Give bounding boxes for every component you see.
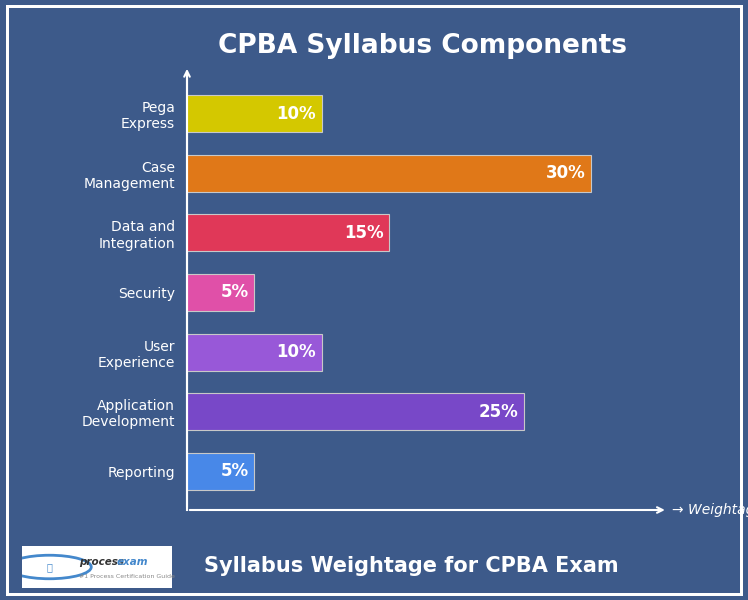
Text: Syllabus Weightage for CPBA Exam: Syllabus Weightage for CPBA Exam — [204, 556, 619, 576]
Text: → Weightage: → Weightage — [672, 503, 748, 517]
Text: #1 Process Certification Guide: #1 Process Certification Guide — [79, 574, 175, 579]
Bar — [187, 393, 524, 430]
Text: 25%: 25% — [479, 403, 518, 421]
Bar — [187, 95, 322, 132]
Text: 10%: 10% — [277, 105, 316, 123]
Text: 30%: 30% — [546, 164, 586, 182]
Bar — [187, 274, 254, 311]
Text: process: process — [79, 557, 124, 567]
Bar — [187, 453, 254, 490]
Bar — [187, 214, 389, 251]
Text: 5%: 5% — [221, 283, 249, 301]
Text: 10%: 10% — [277, 343, 316, 361]
Text: 5%: 5% — [221, 462, 249, 480]
Text: 💡: 💡 — [46, 562, 52, 572]
Bar — [187, 334, 322, 371]
Bar — [187, 155, 591, 192]
Text: exam: exam — [117, 557, 148, 567]
Title: CPBA Syllabus Components: CPBA Syllabus Components — [218, 32, 627, 59]
Text: 15%: 15% — [344, 224, 384, 242]
